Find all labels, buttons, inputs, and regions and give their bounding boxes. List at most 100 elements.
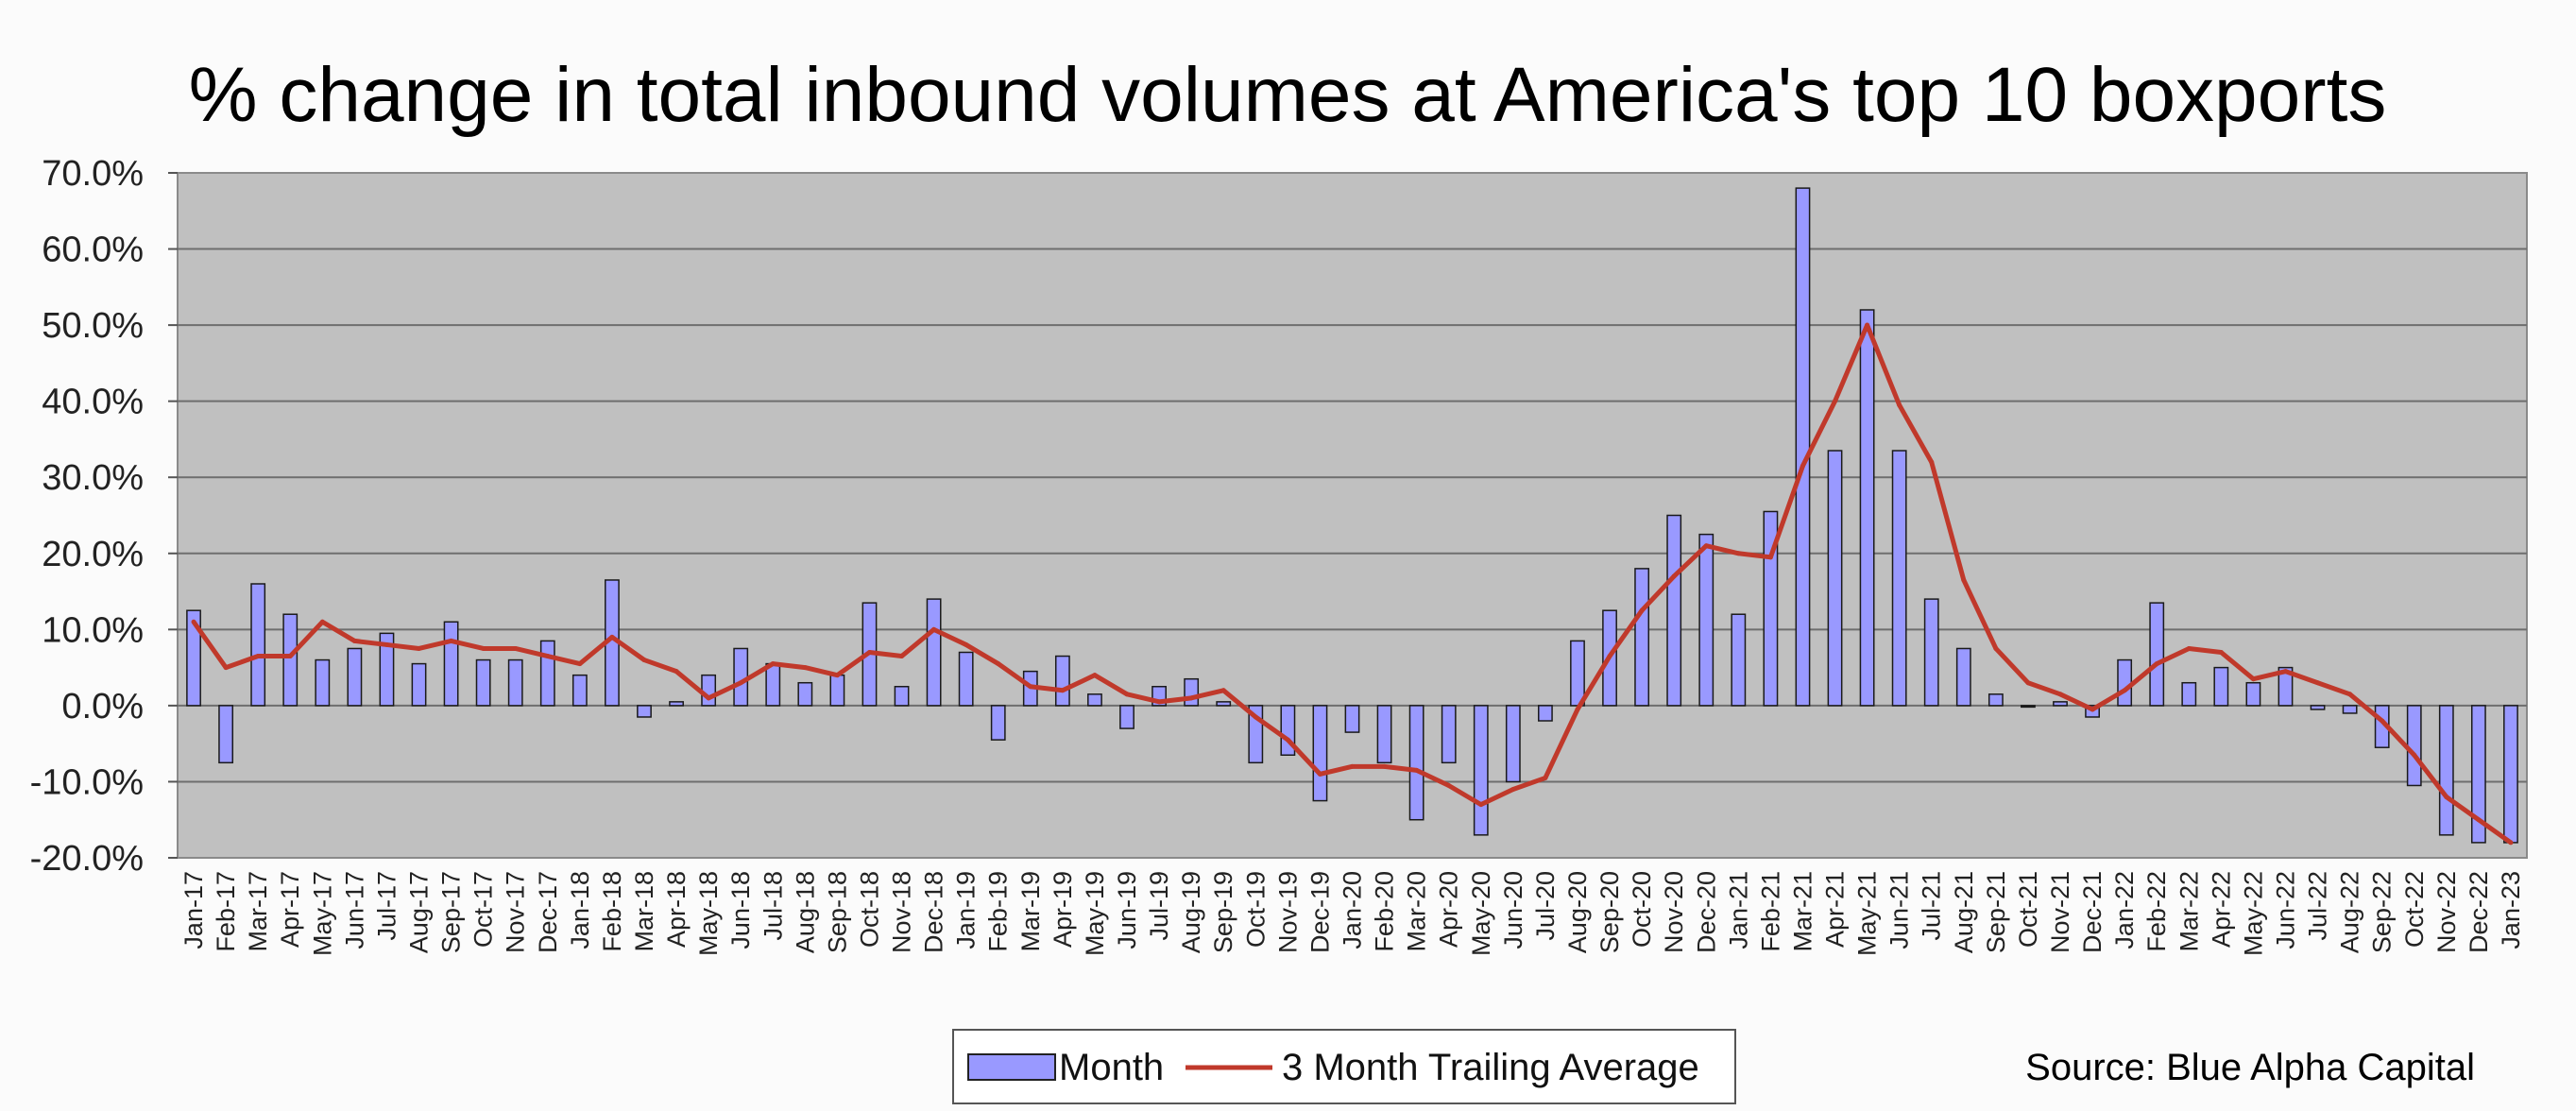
x-tick-label: Jun-17	[340, 871, 368, 949]
line-point	[2218, 650, 2224, 655]
line-point	[2412, 752, 2417, 758]
x-tick-label: Jan-19	[952, 871, 981, 949]
line-point	[577, 661, 583, 667]
line-point	[674, 669, 679, 675]
x-tick-label: Aug-20	[1563, 871, 1592, 953]
x-tick-label: Sep-22	[2368, 871, 2397, 953]
x-tick-label: Jun-21	[1885, 871, 1914, 949]
line-point	[351, 638, 357, 643]
bar-month	[2406, 705, 2422, 787]
x-tick-label: Nov-21	[2046, 871, 2074, 953]
legend-month-swatch	[967, 1053, 1056, 1081]
x-tick-label: Sep-17	[437, 871, 466, 953]
x-tick-label: Dec-22	[2465, 871, 2493, 953]
x-tick-label: Jan-20	[1339, 871, 1367, 949]
line-point	[964, 641, 969, 647]
bar-series	[186, 187, 2518, 844]
x-tick-label: Oct-21	[2014, 871, 2042, 948]
bar-month	[571, 674, 588, 707]
bar-month	[1216, 701, 1232, 707]
x-tick-label: Jun-20	[1499, 871, 1527, 949]
line-point	[1446, 782, 1452, 788]
line-point	[866, 650, 872, 655]
x-tick-label: Jul-20	[1531, 871, 1560, 941]
bar-month	[1955, 647, 1971, 707]
line-point	[223, 665, 229, 671]
bar-month	[2053, 701, 2068, 707]
bar-month	[218, 705, 234, 764]
bar-month	[2277, 666, 2294, 707]
x-tick-label: Aug-17	[405, 871, 434, 953]
x-tick-label: Apr-20	[1435, 871, 1463, 948]
x-tick-label: Jan-18	[566, 871, 594, 949]
bar-month	[347, 647, 363, 707]
x-tick-label: May-21	[1853, 871, 1882, 956]
line-point	[1993, 645, 1999, 651]
x-tick-label: May-22	[2239, 871, 2267, 956]
line-point	[2444, 795, 2449, 800]
bar-month	[1731, 613, 1747, 707]
x-tick-label: Aug-21	[1950, 871, 1978, 953]
line-point	[2122, 688, 2127, 693]
line-point	[1188, 695, 1194, 701]
bar-month	[1119, 705, 1134, 729]
x-tick-label: Mar-17	[244, 871, 272, 952]
x-tick-label: Jul-22	[2304, 871, 2332, 941]
x-tick-label: Jan-22	[2110, 871, 2139, 949]
bar-month	[1441, 705, 1457, 764]
line-series	[191, 322, 2514, 846]
line-point	[1767, 555, 1773, 560]
line-point	[287, 654, 293, 659]
line-point	[2090, 707, 2095, 712]
x-tick-label: Dec-21	[2078, 871, 2107, 953]
bar-month	[2503, 705, 2518, 844]
x-tick-label: Apr-21	[1821, 871, 1850, 948]
line-point	[2476, 817, 2482, 823]
line-point	[1800, 463, 1805, 469]
line-point	[1028, 684, 1033, 690]
bar-month	[797, 681, 813, 707]
source-note: Source: Blue Alpha Capital	[2025, 1047, 2475, 1088]
bar-month	[1312, 705, 1328, 802]
line-point	[1414, 767, 1420, 773]
x-tick-label: Feb-22	[2142, 871, 2171, 952]
line-point	[1543, 775, 1548, 780]
x-tick-label: Jan-21	[1724, 871, 1752, 949]
bar-month	[733, 647, 749, 707]
line-point	[2250, 676, 2256, 682]
line-point	[1929, 459, 1935, 465]
x-tick-label: Sep-18	[823, 871, 851, 953]
x-tick-label: Mar-21	[1788, 871, 1817, 952]
y-axis: 70.0% 60.0% 50.0% 40.0% 30.0% 20.0% 10.0% 0.0% -…	[30, 154, 178, 879]
bar-month	[1763, 510, 1779, 707]
bar-month	[669, 701, 684, 707]
legend: Month 3 Month Trailing Average	[952, 1029, 1736, 1104]
y-tick-label: 50.0%	[42, 306, 144, 346]
bar-month	[443, 621, 459, 707]
line-point	[1285, 737, 1290, 743]
bar-month	[926, 598, 942, 707]
bar-month	[282, 613, 299, 707]
bar-month	[1827, 450, 1843, 707]
line-point	[2508, 840, 2514, 846]
x-tick-label: Mar-19	[1016, 871, 1045, 952]
line-point	[931, 626, 937, 632]
bar-month	[507, 658, 523, 707]
bar-month	[2149, 602, 2165, 707]
line-point	[706, 695, 711, 701]
line-point	[1382, 763, 1388, 769]
x-tick-label: Sep-19	[1209, 871, 1237, 953]
line-point	[513, 645, 519, 651]
x-tick-label: Feb-17	[212, 871, 240, 952]
legend-box	[952, 1029, 1736, 1104]
x-tick-label: Jul-21	[1918, 871, 1946, 941]
line-point	[899, 654, 905, 659]
y-tick-label: 0.0%	[61, 687, 144, 726]
line-point	[1092, 673, 1098, 678]
line-point	[2154, 661, 2159, 667]
bar-month	[186, 609, 201, 707]
bar-month	[1054, 655, 1070, 707]
plot-area	[177, 172, 2528, 859]
bar-month	[2117, 658, 2133, 707]
